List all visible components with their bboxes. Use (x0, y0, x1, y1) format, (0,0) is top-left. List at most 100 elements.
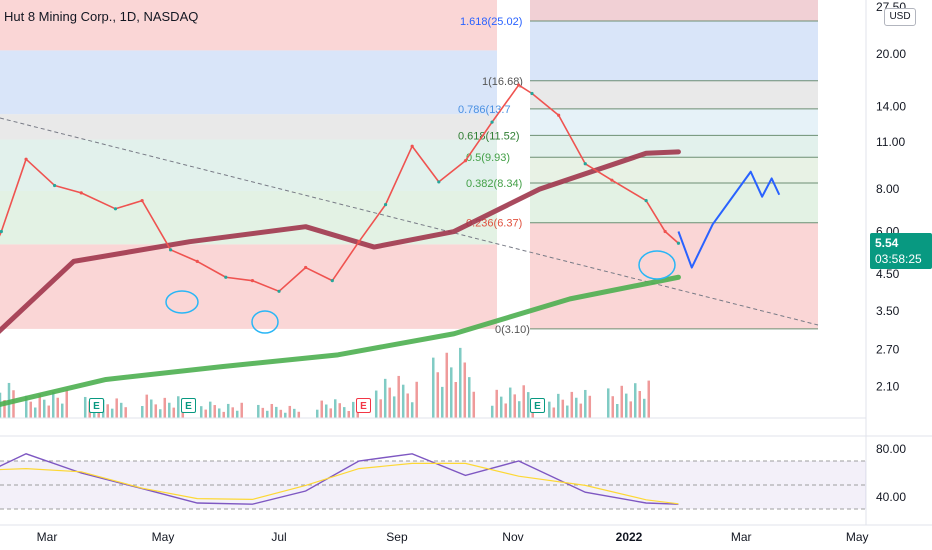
volume-bar (52, 391, 55, 418)
volume-bar (634, 383, 637, 418)
volume-bar (607, 388, 610, 418)
volume-bar (352, 401, 355, 418)
price-point (304, 265, 308, 270)
volume-bar (257, 404, 260, 418)
volume-bar (217, 408, 221, 418)
price-point (644, 199, 648, 203)
price-axis-label: 8.00 (876, 182, 900, 196)
fib-zone-left (0, 244, 497, 329)
circle-annotation (165, 290, 199, 314)
volume-bar (266, 410, 269, 418)
price-point (79, 191, 83, 195)
volume-bar (34, 407, 37, 418)
volume-bar (284, 412, 287, 418)
moving-average-line (0, 274, 681, 408)
volume-bar (29, 401, 32, 418)
price-point (437, 180, 441, 184)
volume-bar (526, 392, 530, 418)
volume-bar (110, 408, 114, 418)
volume-bar (459, 347, 462, 418)
earnings-event-icon[interactable]: E (530, 398, 545, 413)
volume-bar (579, 403, 583, 418)
volume-bar (561, 399, 565, 418)
time-axis-label: Mar (731, 530, 752, 544)
bar-close-countdown: 03:58:25 (875, 252, 922, 266)
volume-bar (3, 400, 6, 418)
volume-bar (83, 396, 87, 418)
volume-bar (397, 375, 400, 418)
volume-bar (406, 393, 409, 418)
earnings-event-icon[interactable]: E (181, 398, 196, 413)
price-point (169, 248, 173, 252)
volume-bar (261, 407, 265, 418)
moving-average-line (0, 149, 681, 334)
volume-bar (199, 406, 203, 418)
volume-bar (204, 409, 207, 418)
volume-bar (432, 357, 435, 418)
price-point (490, 120, 494, 124)
price-point (463, 159, 468, 163)
volume-bar (154, 404, 158, 418)
price-point (224, 275, 228, 279)
earnings-event-icon[interactable]: E (89, 398, 104, 413)
volume-bar (320, 400, 323, 418)
volume-bar (647, 380, 650, 418)
volume-bar (325, 404, 328, 418)
volume-bar (338, 403, 341, 418)
volume-bar (557, 393, 560, 418)
volume-bar (495, 389, 498, 418)
fib-zone (530, 80, 818, 109)
volume-bar (61, 403, 64, 418)
fib-level-label: 0.618(11.52) (458, 130, 520, 142)
volume-bar (177, 396, 180, 418)
price-point (530, 91, 534, 96)
symbol-title[interactable]: Hut 8 Mining Corp., 1D, NASDAQ (4, 9, 199, 24)
volume-bar (570, 391, 574, 418)
volume-bar (119, 402, 123, 418)
volume-bar (625, 393, 628, 418)
volume-bar (383, 378, 387, 418)
time-axis-label: May (846, 530, 869, 544)
price-point (24, 157, 28, 161)
price-point (195, 259, 199, 263)
time-axis-label: Mar (37, 530, 58, 544)
fib-level-label: 1(16.68) (482, 76, 523, 88)
price-point (53, 183, 57, 188)
price-point (410, 144, 414, 148)
volume-bar (172, 407, 176, 418)
fib-zone-left (0, 50, 497, 115)
last-price-value: 5.54 (875, 236, 899, 250)
volume-bar (222, 411, 225, 418)
volume-bar (293, 408, 296, 418)
fib-zone (530, 182, 818, 223)
rsi-axis-label: 40.00 (876, 490, 906, 504)
volume-bar (616, 404, 619, 418)
price-point (0, 229, 3, 234)
volume-bar (410, 402, 414, 418)
time-axis-label: Jul (271, 530, 286, 544)
volume-bar (392, 396, 396, 418)
price-line (0, 84, 679, 293)
price-axis-label: 14.00 (876, 100, 906, 114)
currency-button[interactable]: USD (884, 8, 916, 26)
volume-bar (347, 411, 350, 418)
fib-level-label: 0(3.10) (495, 324, 530, 336)
volume-bar (124, 407, 127, 418)
volume-bar (552, 407, 556, 418)
earnings-event-icon[interactable]: E (356, 398, 371, 413)
volume-bar (43, 399, 46, 418)
price-point (140, 199, 144, 203)
price-point (676, 241, 681, 245)
volume-bar (279, 409, 283, 418)
volume-bar (270, 403, 274, 418)
volume-bar (415, 381, 418, 418)
volume-bar (145, 394, 149, 418)
fib-zone (530, 108, 818, 136)
time-axis-label: 2022 (616, 530, 643, 544)
volume-bar (436, 372, 440, 418)
volume-bar (629, 401, 632, 418)
volume-bar (150, 399, 153, 418)
time-axis-label: Nov (502, 530, 523, 544)
volume-bar (548, 401, 551, 418)
